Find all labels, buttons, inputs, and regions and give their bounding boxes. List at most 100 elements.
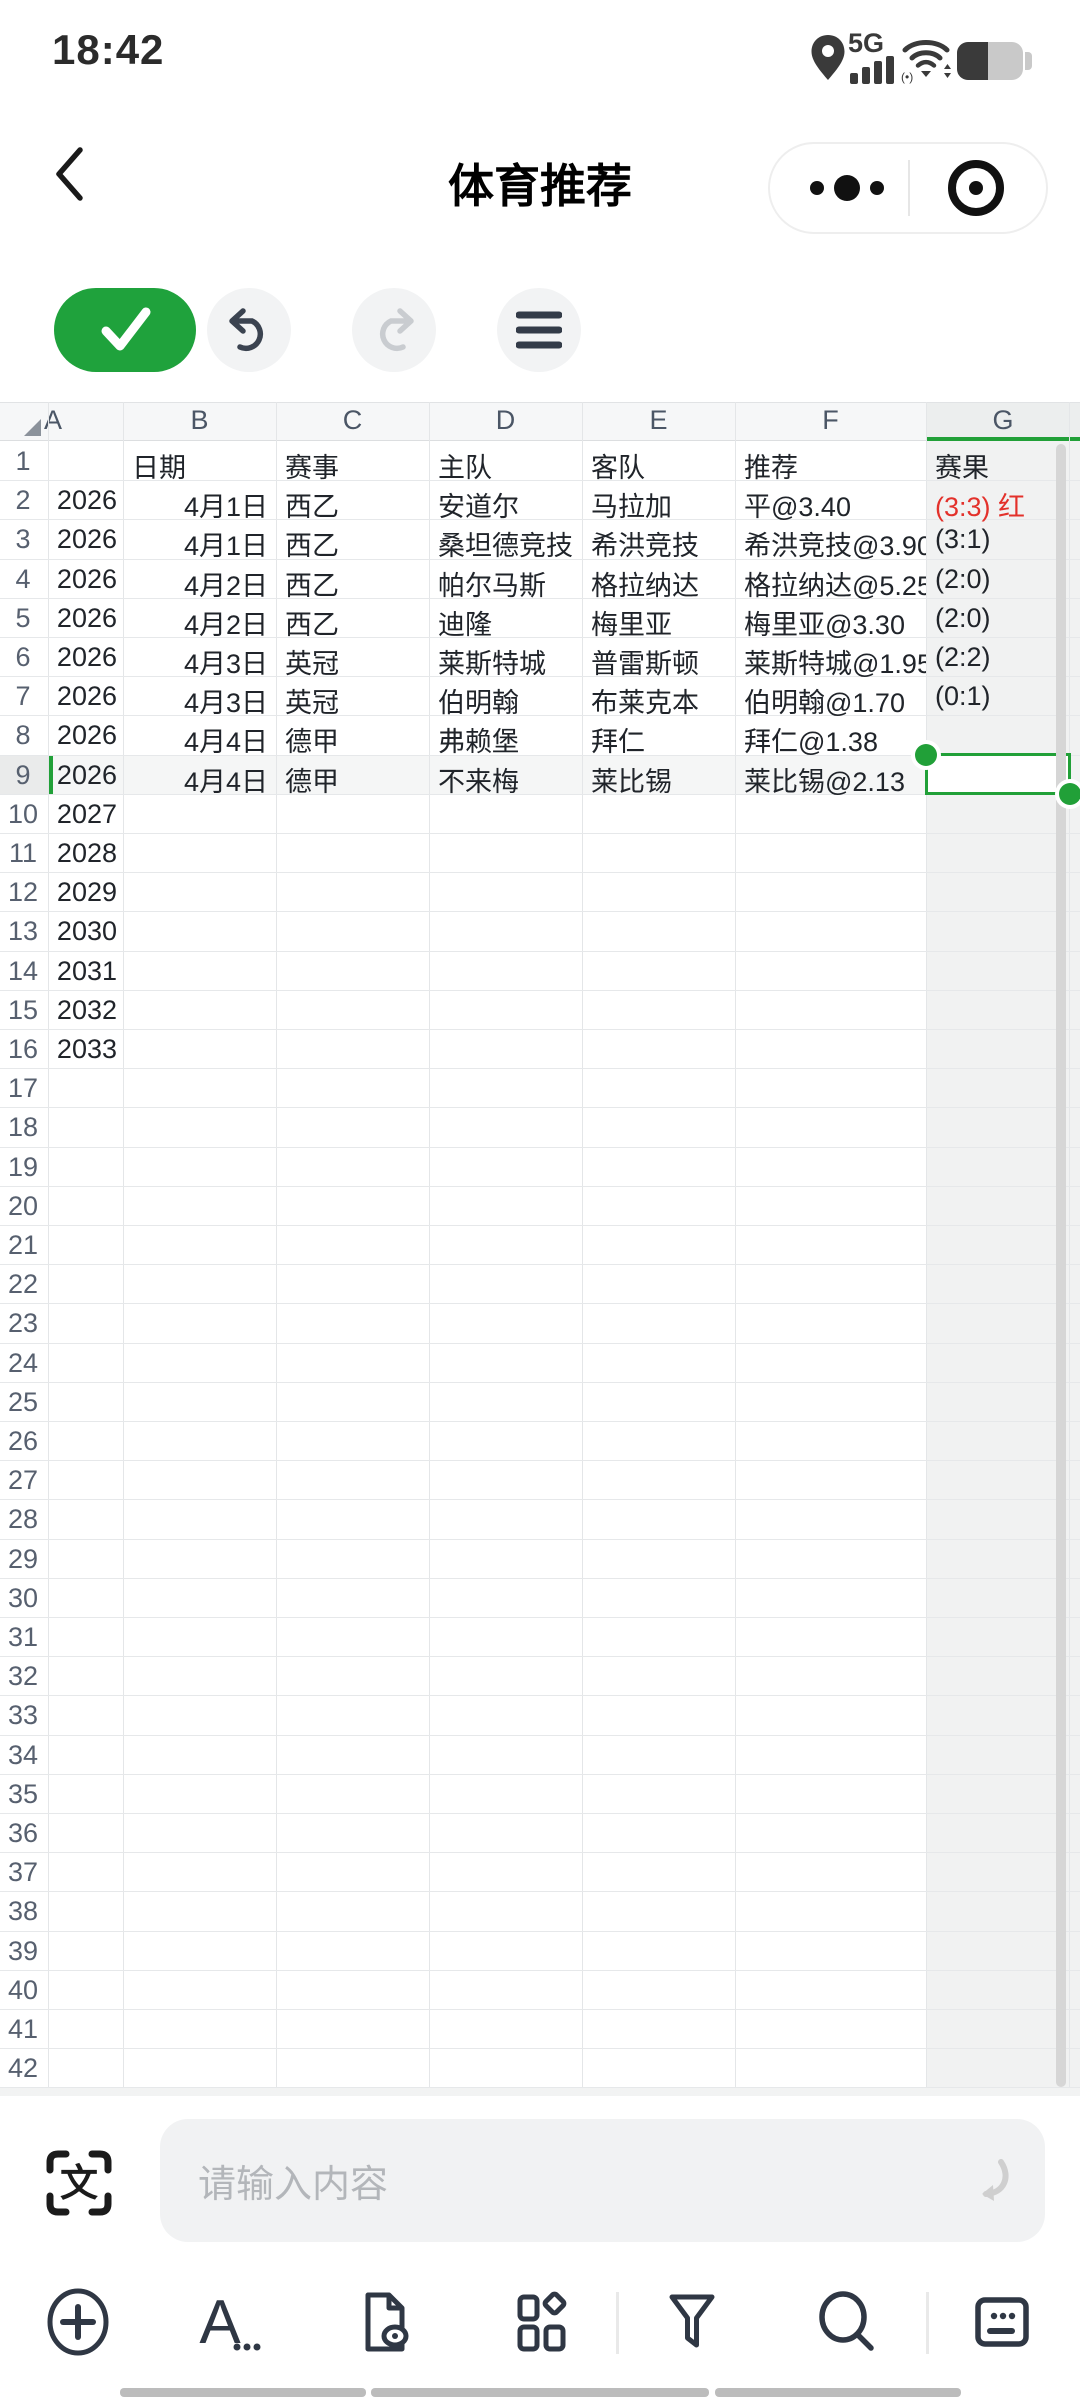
- column-header-D[interactable]: D: [495, 405, 516, 435]
- undo-button[interactable]: [207, 288, 291, 372]
- more-options-button[interactable]: [782, 142, 908, 234]
- cell-F5[interactable]: 梅里亚@3.30: [744, 609, 905, 640]
- row-number-11[interactable]: 11: [8, 838, 38, 868]
- cell-B5[interactable]: 4月2日: [183, 609, 268, 640]
- row-number-20[interactable]: 20: [7, 1190, 39, 1221]
- row-number-38[interactable]: 38: [7, 1896, 39, 1927]
- row-number-16[interactable]: 16: [7, 1034, 39, 1064]
- cell-A16[interactable]: 2033: [56, 1034, 117, 1064]
- cell-A15[interactable]: 2032: [56, 994, 117, 1025]
- row-number-42[interactable]: 42: [7, 2053, 39, 2084]
- cell-A2[interactable]: 2026: [56, 485, 117, 516]
- cell-B9[interactable]: 4月4日: [183, 766, 268, 797]
- cell-G3[interactable]: (3:1): [935, 524, 991, 555]
- cell-E7[interactable]: 布莱克本: [591, 688, 699, 719]
- cell-A9[interactable]: 2026: [56, 759, 117, 790]
- cell-input-field[interactable]: 请输入内容: [160, 2119, 1045, 2242]
- row-number-3[interactable]: 3: [15, 524, 31, 555]
- row-number-10[interactable]: 10: [7, 798, 39, 829]
- cell-B7[interactable]: 4月3日: [183, 688, 268, 719]
- column-header-A[interactable]: A: [44, 405, 63, 435]
- search-button[interactable]: [812, 2287, 882, 2362]
- confirm-button[interactable]: [54, 288, 196, 372]
- row-number-26[interactable]: 26: [7, 1426, 39, 1456]
- row-number-33[interactable]: 33: [7, 1700, 39, 1731]
- cell-G5[interactable]: (2:0): [935, 602, 991, 633]
- column-header-B[interactable]: B: [190, 405, 209, 435]
- cell-C3[interactable]: 西乙: [285, 531, 339, 562]
- cell-G2[interactable]: (3:3) 红: [935, 492, 1026, 523]
- cell-G6[interactable]: (2:2): [935, 642, 991, 672]
- exit-miniprogram-button[interactable]: [948, 160, 1004, 216]
- cell-A5[interactable]: 2026: [56, 602, 117, 633]
- selection-handle-bottom-right[interactable]: [1058, 782, 1080, 805]
- cell-D9[interactable]: 不来梅: [438, 766, 519, 797]
- cell-C8[interactable]: 德甲: [285, 727, 339, 758]
- row-number-23[interactable]: 23: [7, 1308, 39, 1339]
- row-number-40[interactable]: 40: [7, 1974, 39, 2005]
- row-number-7[interactable]: 7: [15, 681, 31, 712]
- row-number-12[interactable]: 12: [7, 877, 39, 908]
- cell-A7[interactable]: 2026: [56, 681, 117, 712]
- cell-E4[interactable]: 格拉纳达: [591, 570, 699, 601]
- font-style-button[interactable]: A: [192, 2287, 262, 2362]
- cell-B8[interactable]: 4月4日: [183, 727, 268, 758]
- cell-A13[interactable]: 2030: [56, 916, 117, 947]
- cell-E8[interactable]: 拜仁: [591, 727, 645, 758]
- row-number-18[interactable]: 18: [7, 1112, 39, 1143]
- column-header-C[interactable]: C: [342, 405, 363, 435]
- cell-D2[interactable]: 安道尔: [438, 492, 519, 523]
- cell-B3[interactable]: 4月1日: [183, 531, 268, 562]
- row-number-32[interactable]: 32: [7, 1661, 39, 1692]
- row-number-30[interactable]: 30: [7, 1582, 39, 1613]
- cell-E6[interactable]: 普雷斯顿: [591, 649, 699, 679]
- cell-C2[interactable]: 西乙: [285, 492, 339, 523]
- row-number-37[interactable]: 37: [7, 1857, 39, 1888]
- add-button[interactable]: [43, 2287, 113, 2362]
- row-number-19[interactable]: 19: [7, 1151, 39, 1182]
- row-number-21[interactable]: 21: [7, 1230, 39, 1260]
- row-number-39[interactable]: 39: [7, 1935, 39, 1966]
- cell-G7[interactable]: (0:1): [935, 681, 991, 712]
- enter-icon[interactable]: [955, 2152, 1013, 2210]
- cell-A14[interactable]: 2031: [56, 955, 117, 986]
- cell-G4[interactable]: (2:0): [935, 563, 991, 594]
- row-number-6[interactable]: 6: [15, 642, 31, 672]
- document-view-button[interactable]: [351, 2287, 421, 2362]
- row-number-8[interactable]: 8: [15, 720, 31, 751]
- row-number-27[interactable]: 27: [7, 1465, 39, 1496]
- cell-F2[interactable]: 平@3.40: [744, 492, 851, 523]
- header-cell-b1[interactable]: 日期: [132, 453, 186, 483]
- filter-button[interactable]: [657, 2287, 727, 2362]
- cell-D8[interactable]: 弗赖堡: [438, 727, 519, 758]
- cell-E3[interactable]: 希洪竞技: [591, 531, 699, 562]
- header-cell-d1[interactable]: 主队: [438, 453, 492, 483]
- cell-D5[interactable]: 迪隆: [438, 609, 492, 640]
- back-button[interactable]: [52, 146, 86, 202]
- scan-text-icon[interactable]: 文: [44, 2148, 114, 2218]
- header-cell-f1[interactable]: 推荐: [744, 453, 798, 483]
- row-number-35[interactable]: 35: [7, 1778, 39, 1809]
- cell-E5[interactable]: 梅里亚: [591, 609, 672, 640]
- header-cell-g1[interactable]: 赛果: [935, 453, 989, 483]
- keyboard-button[interactable]: [967, 2287, 1037, 2362]
- cell-F6[interactable]: 莱斯特城@1.95: [744, 649, 926, 679]
- cell-A10[interactable]: 2027: [56, 798, 117, 829]
- cell-D6[interactable]: 莱斯特城: [438, 649, 546, 679]
- row-number-34[interactable]: 34: [7, 1739, 39, 1770]
- cell-F8[interactable]: 拜仁@1.38: [744, 727, 878, 758]
- selected-cell-outline[interactable]: [924, 753, 1071, 796]
- cell-C5[interactable]: 西乙: [285, 609, 339, 640]
- row-number-13[interactable]: 13: [7, 916, 39, 947]
- row-number-15[interactable]: 15: [7, 994, 39, 1025]
- cell-A6[interactable]: 2026: [56, 642, 117, 672]
- cell-E2[interactable]: 马拉加: [591, 492, 672, 523]
- redo-button[interactable]: [352, 288, 436, 372]
- cell-F3[interactable]: 希洪竞技@3.90: [744, 531, 926, 562]
- row-number-28[interactable]: 28: [7, 1504, 39, 1535]
- cell-E9[interactable]: 莱比锡: [591, 766, 672, 797]
- cell-F4[interactable]: 格拉纳达@5.25: [744, 570, 926, 601]
- row-number-17[interactable]: 17: [7, 1073, 39, 1104]
- cell-B2[interactable]: 4月1日: [183, 492, 268, 523]
- selection-handle-top-left[interactable]: [915, 743, 937, 766]
